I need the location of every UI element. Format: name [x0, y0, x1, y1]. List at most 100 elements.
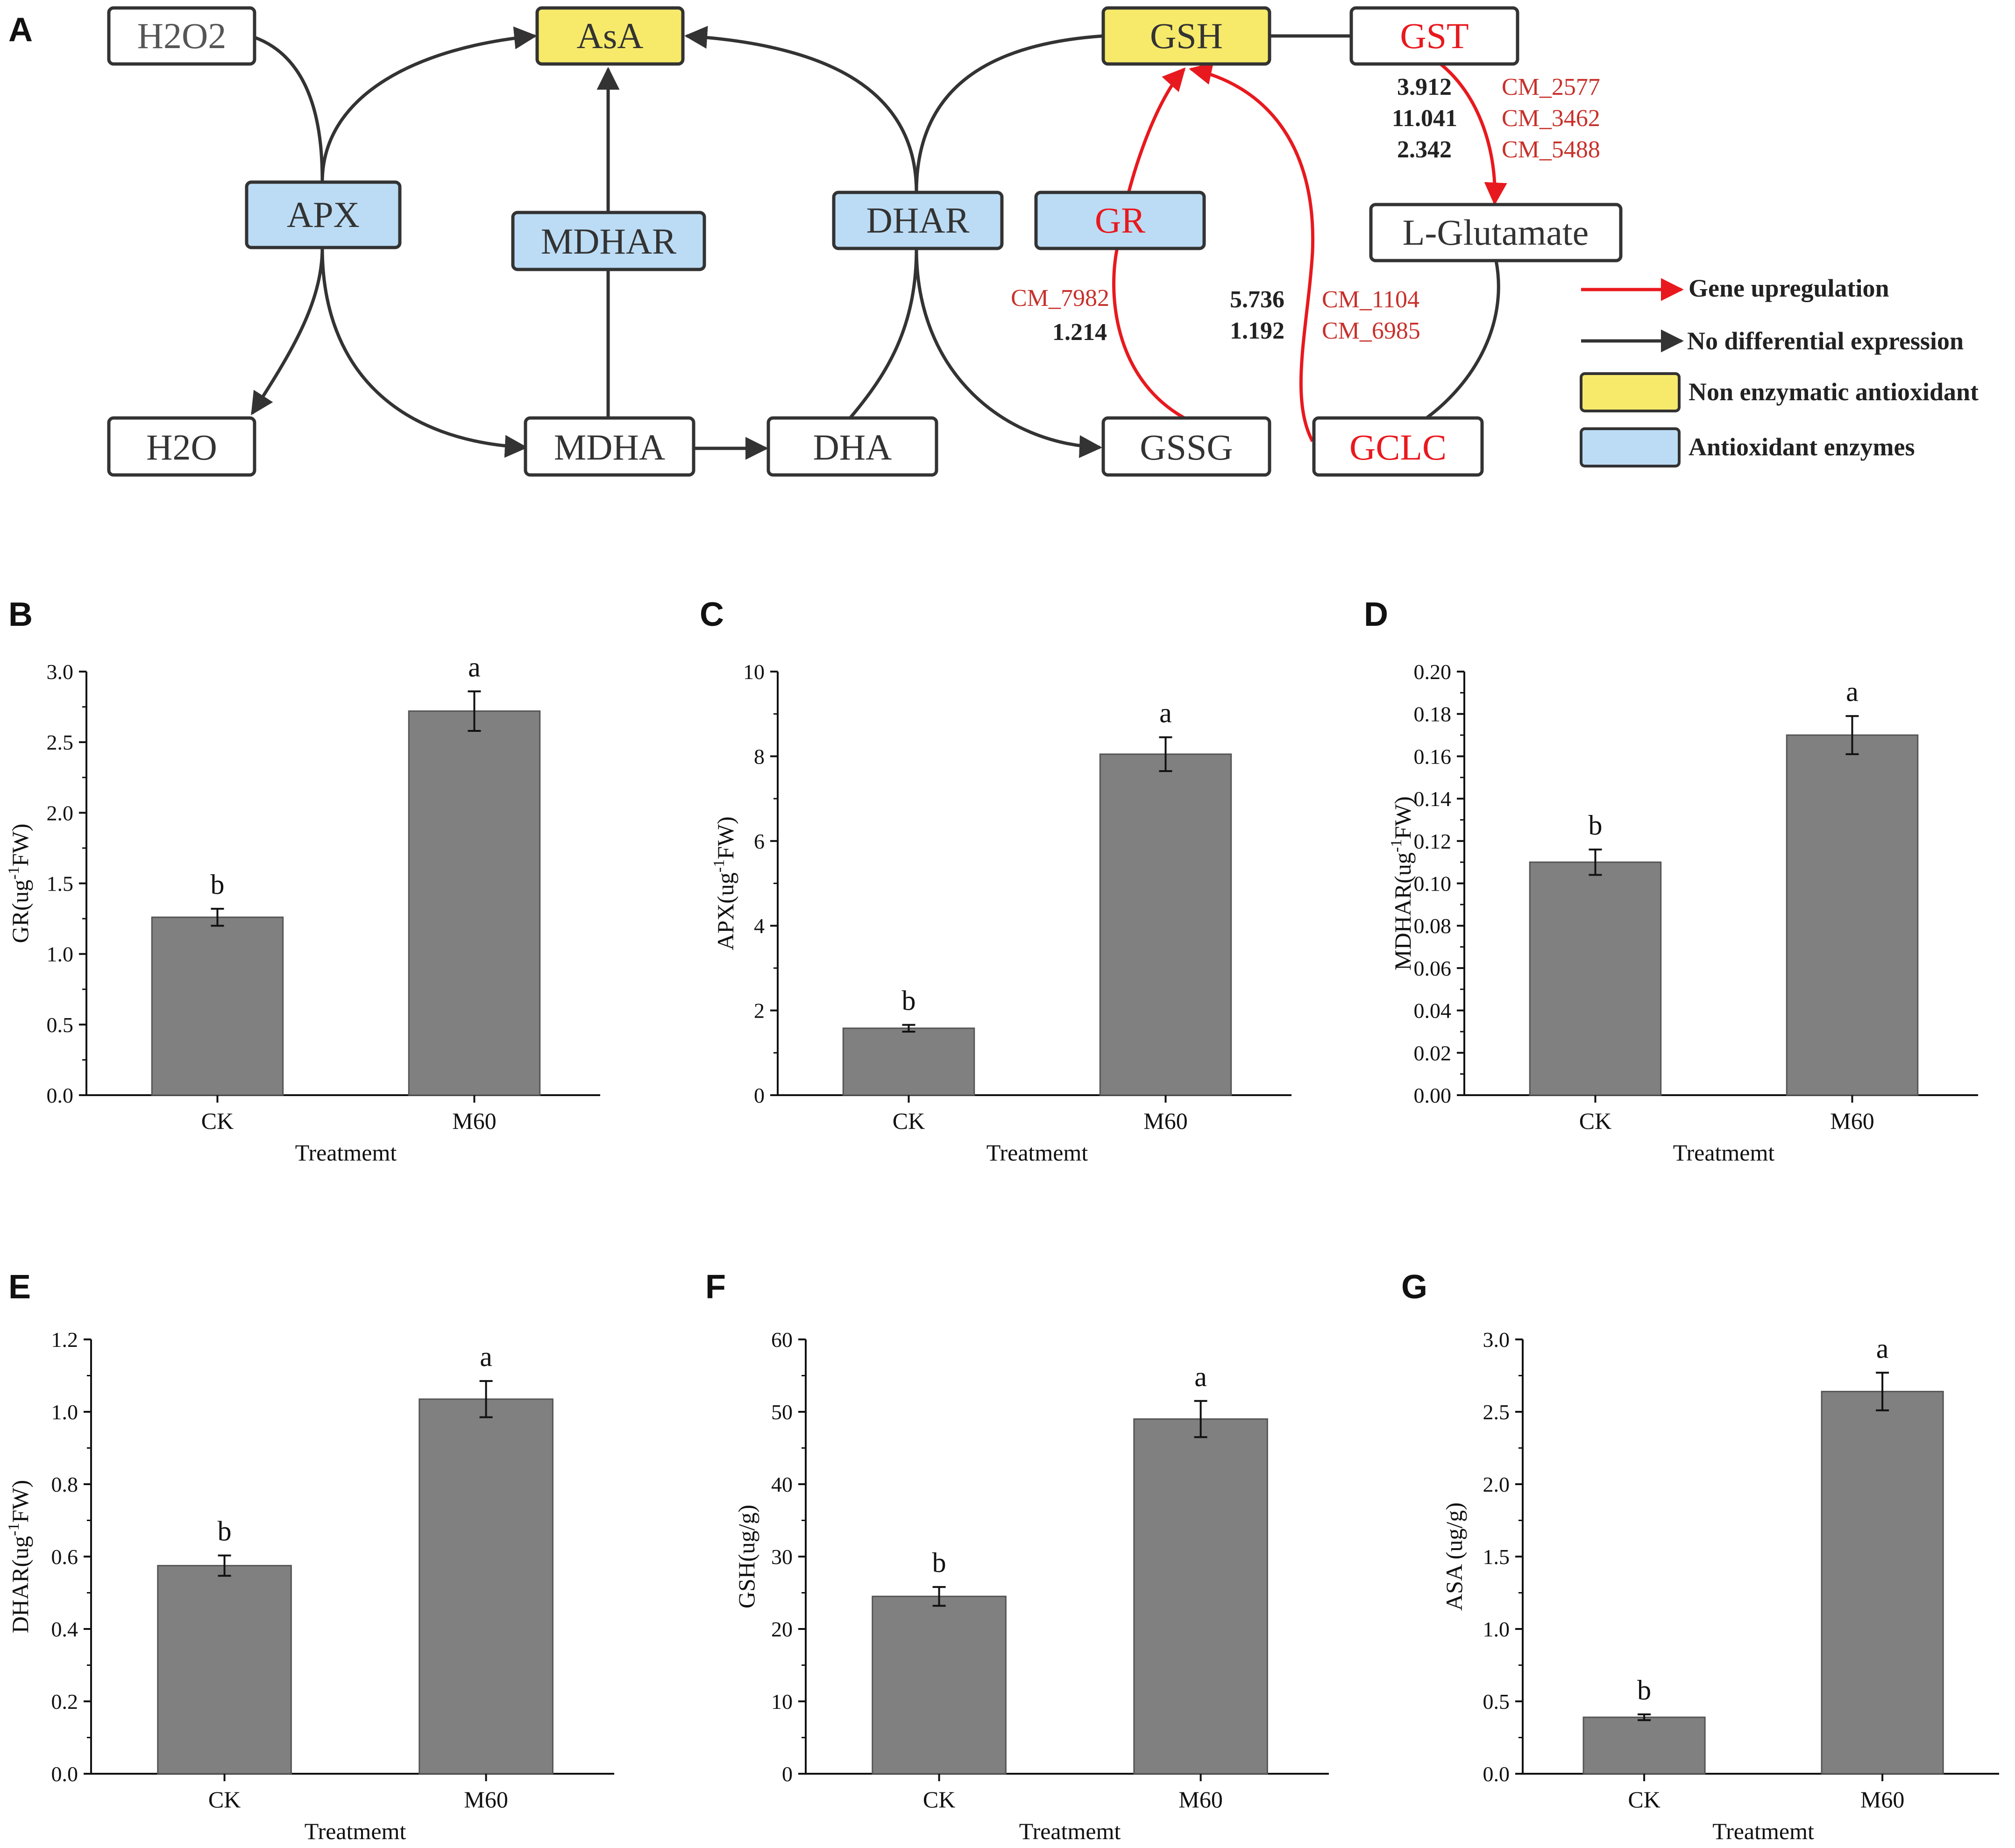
- x-axis-label: Treatmemt: [305, 1818, 406, 1844]
- node-box: [1034, 191, 1206, 250]
- y-tick-label: 30: [771, 1545, 793, 1569]
- panel-label: E: [8, 1268, 31, 1306]
- node-h2o2: H2O2: [107, 6, 256, 66]
- bar-m60: [1786, 734, 1919, 1096]
- y-label-end: FW): [7, 823, 33, 866]
- gclc-gene-id: CM_6985: [1322, 318, 1420, 344]
- node-dhar: DHAR: [832, 191, 1004, 250]
- node-label-asa: AsA: [576, 15, 643, 56]
- node-gr: GR: [1034, 191, 1206, 250]
- y-label-sup: -1: [5, 866, 22, 879]
- node-label-h2o2: H2O2: [137, 15, 227, 56]
- x-tick-label: CK: [201, 1108, 234, 1134]
- legend-up: Gene upregulation: [1689, 274, 1889, 302]
- y-tick-label: 0.10: [1414, 872, 1452, 896]
- y-tick-label: 0.6: [51, 1545, 78, 1569]
- significance-letter: a: [480, 1341, 492, 1372]
- x-tick-label: CK: [893, 1108, 925, 1134]
- gst-gene-id: CM_5488: [1502, 136, 1600, 163]
- chart-panel-c: C 0 2 4 6 8 10 b CK a M60 Treatmemt APX(ug-1FW): [700, 596, 1291, 1166]
- significance-letter: a: [468, 651, 481, 682]
- y-tick-label: 0.12: [1414, 829, 1452, 853]
- panel-label-a: A: [8, 11, 33, 49]
- node-box: [107, 416, 256, 477]
- legend-blue-swatch: [1580, 427, 1681, 467]
- bar-ck: [1529, 861, 1662, 1096]
- y-label-main: GR(ug: [7, 879, 33, 943]
- y-tick-label: 8: [754, 744, 765, 768]
- significance-letter: b: [932, 1547, 946, 1578]
- node-box: [832, 191, 1004, 250]
- gst-value: 3.912: [1397, 74, 1452, 100]
- y-tick-label: 1.5: [1483, 1545, 1510, 1569]
- y-tick-label: 10: [771, 1690, 793, 1713]
- panel-label: G: [1401, 1268, 1427, 1306]
- panel-label: F: [705, 1268, 726, 1306]
- y-tick-label: 0: [782, 1762, 793, 1786]
- node-gclc: GCLC: [1312, 416, 1484, 477]
- y-label-main: ASA (ug/g): [1441, 1502, 1467, 1611]
- y-tick-label: 0.00: [1414, 1083, 1452, 1107]
- significance-letter: a: [1846, 676, 1859, 707]
- node-mdha: MDHA: [524, 416, 695, 477]
- bar-m60: [1821, 1391, 1944, 1775]
- node-dha: DHA: [766, 416, 938, 477]
- black-edges: [251, 26, 1500, 460]
- y-axis-label: GR(ug-1FW): [5, 823, 33, 943]
- y-tick-label: 0.06: [1414, 956, 1452, 980]
- node-box: [766, 416, 938, 477]
- x-tick-label: M60: [1860, 1786, 1904, 1813]
- y-tick-label: 0: [754, 1083, 765, 1107]
- edge-gclc-gsh: [1189, 62, 1315, 442]
- y-tick-label: 0.08: [1414, 914, 1452, 938]
- y-tick-label: 10: [743, 660, 765, 684]
- gst-gene-id: CM_2577: [1502, 74, 1600, 100]
- node-mdhar: MDHAR: [511, 211, 706, 271]
- gr-value: 1.214: [1052, 319, 1107, 346]
- y-tick-label: 4: [754, 914, 765, 938]
- edge-apx-asa: [320, 26, 537, 183]
- y-label-main: GSH(ug/g): [733, 1505, 759, 1608]
- node-box: [524, 416, 695, 477]
- legend-yellow-swatch: [1580, 372, 1681, 412]
- y-tick-label: 0.18: [1414, 702, 1452, 726]
- x-axis-label: Treatmemt: [295, 1140, 397, 1166]
- y-tick-label: 0.14: [1414, 787, 1452, 811]
- node-label-apx: APX: [287, 194, 360, 235]
- gst-value: 2.342: [1397, 136, 1452, 163]
- y-tick-label: 0.02: [1414, 1041, 1452, 1065]
- y-label-end: FW): [712, 816, 738, 859]
- y-tick-label: 2.0: [47, 801, 74, 825]
- x-tick-label: CK: [1579, 1108, 1611, 1134]
- node-label-gssg: GSSG: [1140, 427, 1233, 467]
- significance-letter: b: [1589, 810, 1603, 841]
- y-axis-label: GSH(ug/g): [733, 1505, 759, 1608]
- node-box: [511, 211, 706, 271]
- y-tick-label: 3.0: [1483, 1328, 1510, 1352]
- node-label-mdha: MDHA: [554, 427, 665, 467]
- y-axis-label: ASA (ug/g): [1441, 1502, 1467, 1611]
- significance-letter: a: [1876, 1333, 1889, 1364]
- x-tick-label: M60: [1178, 1786, 1222, 1813]
- y-tick-label: 2.5: [1483, 1400, 1510, 1424]
- node-label-mdhar: MDHAR: [541, 221, 676, 262]
- node-box: [1101, 416, 1271, 477]
- node-label-gr: GR: [1095, 200, 1145, 241]
- node-apx: APX: [245, 180, 402, 249]
- y-label-sup: -1: [5, 1523, 22, 1536]
- node-h2o: H2O: [107, 416, 256, 477]
- edge-apx-h2o: [251, 247, 324, 416]
- bar-ck: [151, 916, 284, 1096]
- y-tick-label: 0.16: [1414, 744, 1452, 768]
- bar-m60: [419, 1398, 553, 1775]
- node-box: [1349, 6, 1519, 66]
- chart-panel-g: G 0.0 0.5 1.0 1.5 2.0 2.5 3.0 b CK a M60 Treatmemt AS…: [1401, 1268, 1999, 1844]
- edge-apx-mdha: [320, 247, 528, 458]
- gst-annotations: 3.912 11.041 2.342 CM_2577 CM_3462 CM_54…: [1392, 74, 1600, 163]
- y-tick-label: 0.4: [51, 1617, 78, 1641]
- edge-dhar-asa: [684, 26, 918, 193]
- node-box: [245, 180, 402, 249]
- y-tick-label: 60: [771, 1328, 793, 1352]
- y-tick-label: 2.5: [47, 730, 74, 754]
- bar-ck: [872, 1595, 1007, 1775]
